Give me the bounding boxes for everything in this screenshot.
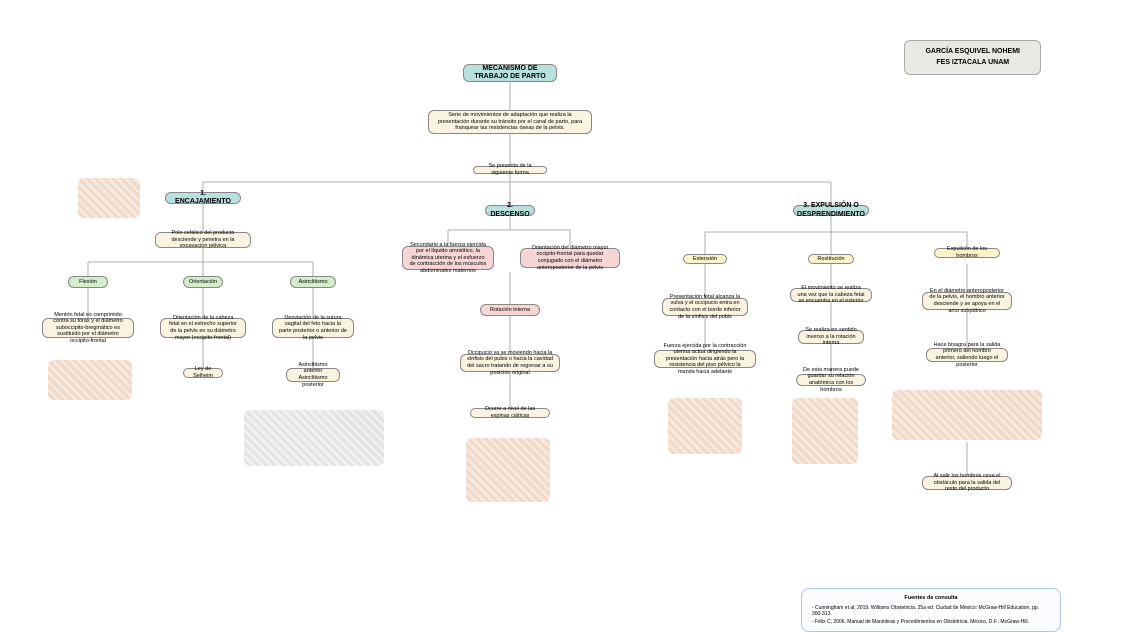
- flexion-node: Flexión: [68, 276, 108, 288]
- rest-d1: El movimiento se realiza una vez que la …: [790, 288, 872, 302]
- illustration-placeholder: [466, 438, 550, 502]
- presents-node: Se presenta de la siguiente forma: [473, 166, 547, 174]
- restitucion-node: Restitución: [808, 254, 854, 264]
- orientacion-node: Orientación: [183, 276, 223, 288]
- asinclitismo-leaf: Asinclitismo anterior Asinclitismo poste…: [286, 368, 340, 382]
- definition-node: Serie de movimientos de adaptación que r…: [428, 110, 592, 134]
- title-node: MECANISMO DE TRABAJO DE PARTO: [463, 64, 557, 82]
- exp-d3: Al salir los hombros cesa el obstáculo p…: [922, 476, 1012, 490]
- illustration-placeholder: [792, 398, 858, 464]
- illustration-placeholder: [48, 360, 132, 400]
- reference-item: - Cunningham et al, 2019. Williams Obste…: [812, 605, 1050, 617]
- orientacion-desc: Orientación de la cabeza fetal en el est…: [160, 318, 246, 338]
- branch1-desc: Polo cefálico del producto desciende y p…: [155, 232, 251, 248]
- extension-node: Extensión: [683, 254, 727, 264]
- branch2-d1: Occipucio va se moviendo hacia la sínfis…: [460, 354, 560, 372]
- student-name: GARCÍA ESQUIVEL NOHEMI: [925, 47, 1020, 58]
- reference-item: - Félix C, 2006. Manual de Maniobras y P…: [812, 619, 1050, 625]
- branch2-right: Orientación del diámetro mayor occipito-…: [520, 248, 620, 268]
- references-title: Fuentes de consulta: [812, 595, 1050, 601]
- ext-d1: Presentación fetal alcanza la vulva y el…: [662, 298, 748, 316]
- exp-d2: Hace bisagra para la salida primero del …: [926, 348, 1008, 362]
- rotation-node: Rotación interna: [480, 304, 540, 316]
- illustration-placeholder: [244, 410, 384, 466]
- branch1-title: 1. ENCAJAMIENTO: [165, 192, 241, 204]
- rest-d3: De esta manera puede guardar su relación…: [796, 374, 866, 386]
- branch2-d2: Ocurre a nivel de las espinas ciáticas: [470, 408, 550, 418]
- flexion-desc: Mentón fetal es comprimido contra su tór…: [42, 318, 134, 338]
- illustration-placeholder: [668, 398, 742, 454]
- selheim-node: Ley de Selheim: [183, 368, 223, 378]
- illustration-placeholder: [78, 178, 140, 218]
- asinclitismo-node: Asinclitismo: [290, 276, 336, 288]
- exp-d1: En el diámetro anteroposterior de la pel…: [922, 292, 1012, 310]
- institution: FES IZTACALA UNAM: [925, 58, 1020, 69]
- references-box: Fuentes de consulta - Cunningham et al, …: [801, 588, 1061, 632]
- header-box: GARCÍA ESQUIVEL NOHEMI FES IZTACALA UNAM: [904, 40, 1041, 75]
- branch2-title: 2. DESCENSO: [485, 205, 535, 216]
- asinclitismo-desc: Desviación de la sutura sagital del feto…: [272, 318, 354, 338]
- rest-d2: Se realiza en sentido inverso a la rotac…: [798, 330, 864, 344]
- illustration-placeholder: [892, 390, 1042, 440]
- expulsion-hombros-node: Expulsión de los hombros: [934, 248, 1000, 258]
- branch2-left: Secundario a la fuerza ejercida por el l…: [402, 246, 494, 270]
- ext-d2: Fuerza ejercida por la contracción uteri…: [654, 350, 756, 368]
- branch3-title: 3. EXPULSIÓN O DESPRENDIMIENTO: [793, 205, 869, 216]
